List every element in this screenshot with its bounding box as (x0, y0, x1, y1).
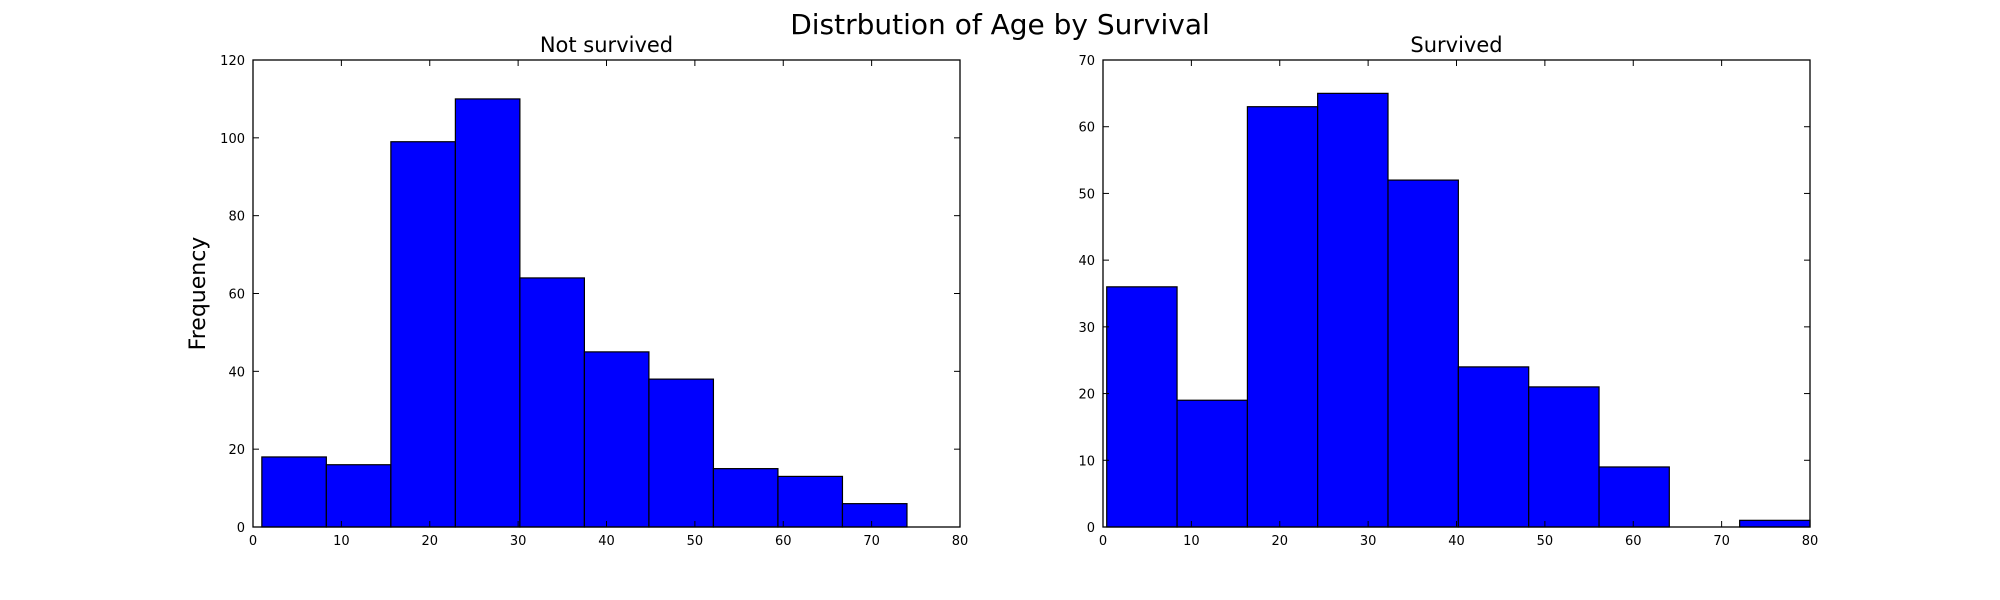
histogram-bar (1598, 466, 1670, 528)
y-tick-label: 0 (237, 521, 245, 536)
x-tick-label: 40 (598, 534, 615, 549)
y-tick-label: 0 (1087, 521, 1095, 536)
y-tick-label: 80 (228, 210, 245, 225)
x-tick-label: 60 (775, 534, 792, 549)
subplot-title: Not survived (540, 33, 673, 57)
chart-panel-survived: 0 10 20 30 40 50 60 70 80 0 10 20 30 40 50 60 70 Survive… (1078, 33, 1818, 549)
y-tick-label: 40 (1078, 254, 1095, 269)
x-tick-label: 50 (687, 534, 704, 549)
x-tick-label: 80 (952, 534, 969, 549)
y-tick-label: 60 (1078, 121, 1095, 136)
histogram-bar (261, 456, 327, 528)
y-tick-label: 30 (1078, 321, 1095, 336)
x-tick-label: 70 (863, 534, 880, 549)
x-tick-label: 0 (249, 534, 257, 549)
x-tick-label: 70 (1713, 534, 1730, 549)
y-tick-label: 10 (1078, 454, 1095, 469)
chart-panel-not-survived: 0 10 20 30 40 50 60 70 80 0 20 40 60 80 100 120 Not sur… (186, 33, 968, 549)
y-tick-label: 40 (228, 365, 245, 380)
y-tick-label: 20 (1078, 388, 1095, 403)
x-tick-label: 0 (1099, 534, 1107, 549)
x-tick-label: 60 (1625, 534, 1642, 549)
x-tick-label: 40 (1448, 534, 1465, 549)
y-tick-label: 100 (220, 132, 245, 147)
y-tick-label: 50 (1078, 187, 1095, 202)
histogram-bar (1176, 399, 1249, 528)
figure-title: Distrbution of Age by Survival (790, 8, 1210, 41)
x-tick-label: 80 (1802, 534, 1819, 549)
histogram-bar (519, 277, 586, 528)
histogram-bar (1387, 179, 1459, 528)
histogram-bar (1528, 386, 1600, 528)
histogram-bar (712, 468, 779, 528)
x-tick-label: 30 (510, 534, 527, 549)
histogram-bar (1317, 92, 1389, 528)
histogram-bar (454, 98, 521, 528)
x-tick-label: 20 (1271, 534, 1288, 549)
x-tick-label: 10 (333, 534, 350, 549)
histogram-bar (325, 464, 392, 528)
histogram-bar (841, 503, 908, 528)
histogram-bar (648, 378, 715, 528)
axes-frame (1102, 59, 1811, 528)
histogram-bar (1106, 286, 1178, 528)
bars-group (1106, 92, 1811, 528)
x-tick-label: 20 (421, 534, 438, 549)
y-axis-label: Frequency (186, 237, 211, 351)
histogram-bar (1739, 519, 1811, 528)
axes-frame (252, 59, 961, 528)
histogram-bar (777, 475, 844, 528)
x-tick-label: 10 (1183, 534, 1200, 549)
y-tick-label: 70 (1078, 54, 1095, 69)
x-tick-label: 30 (1360, 534, 1377, 549)
subplot-title: Survived (1410, 33, 1502, 57)
y-tick-label: 120 (220, 54, 245, 69)
histogram-bar (390, 141, 456, 528)
bars-group (261, 98, 908, 528)
y-tick-label: 20 (228, 443, 245, 458)
y-tick-label: 60 (228, 288, 245, 303)
histogram-bar (1457, 366, 1530, 528)
histogram-bar (583, 351, 650, 528)
histogram-bar (1246, 106, 1319, 528)
x-tick-label: 50 (1537, 534, 1554, 549)
